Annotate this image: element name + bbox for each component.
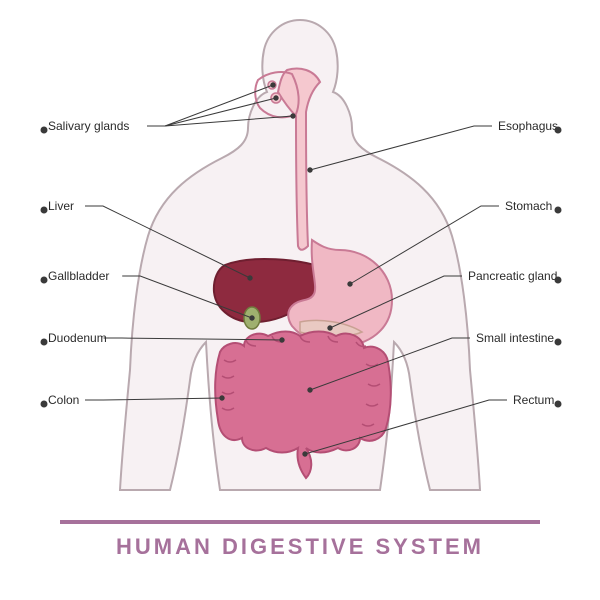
label-dot-liver — [41, 207, 48, 214]
label-stomach: Stomach — [505, 200, 552, 212]
diagram-title: HUMAN DIGESTIVE SYSTEM — [60, 534, 540, 560]
label-pancreatic: Pancreatic gland — [468, 270, 557, 282]
label-dot-rectum — [555, 401, 562, 408]
label-dot-pancreatic — [555, 277, 562, 284]
label-dot-colon — [41, 401, 48, 408]
anatomy-svg — [0, 0, 600, 600]
label-gallbladder: Gallbladder — [48, 270, 109, 282]
label-dot-duodenum — [41, 339, 48, 346]
label-salivary-glands: Salivary glands — [48, 120, 129, 132]
label-dot-stomach — [555, 207, 562, 214]
title-bar: HUMAN DIGESTIVE SYSTEM — [60, 520, 540, 560]
label-small-intestine: Small intestine — [476, 332, 554, 344]
label-rectum: Rectum — [513, 394, 554, 406]
label-esophagus: Esophagus — [498, 120, 558, 132]
title-rule — [60, 520, 540, 524]
label-colon: Colon — [48, 394, 79, 406]
label-duodenum: Duodenum — [48, 332, 107, 344]
label-dot-salivary-glands — [41, 127, 48, 134]
diagram-stage: Salivary glands Liver Gallbladder Duodenum C… — [0, 0, 600, 600]
label-dot-gallbladder — [41, 277, 48, 284]
label-dot-esophagus — [555, 127, 562, 134]
label-dot-small-intestine — [555, 339, 562, 346]
label-liver: Liver — [48, 200, 74, 212]
